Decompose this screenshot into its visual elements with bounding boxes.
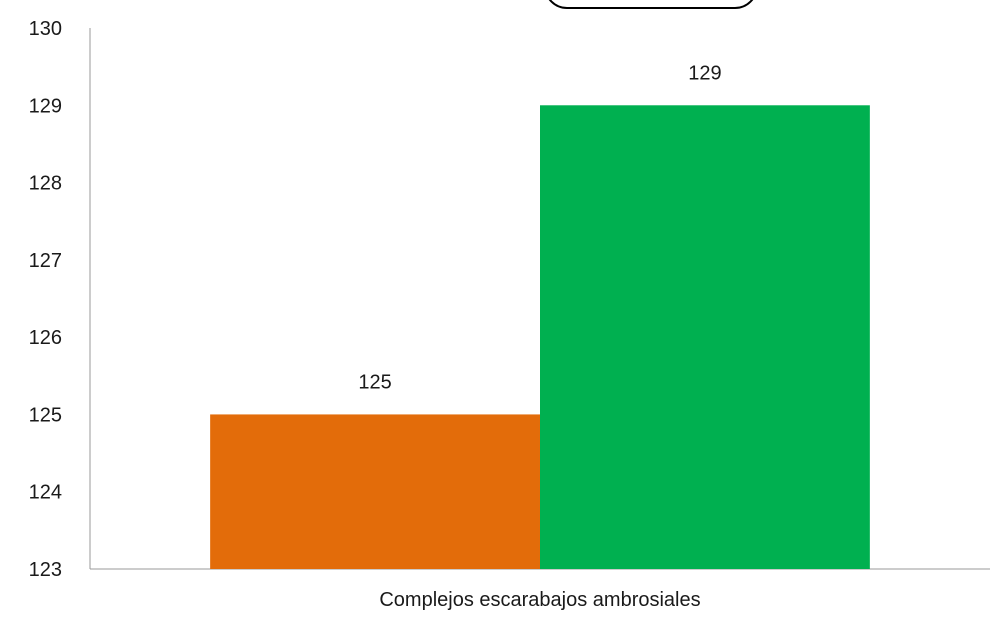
y-tick-labels: 123 124 125 126 127 128 129 130 xyxy=(29,18,62,581)
category-label: Complejos escarabajos ambrosiales xyxy=(379,589,700,611)
data-label: 129 xyxy=(688,62,721,84)
bar xyxy=(210,414,540,569)
y-tick-label: 127 xyxy=(29,250,62,272)
y-tick-label: 126 xyxy=(29,327,62,349)
legend-box xyxy=(548,0,754,9)
y-tick-label: 125 xyxy=(29,404,62,426)
y-tick-label: 123 xyxy=(29,559,62,581)
data-labels: 125 129 xyxy=(358,62,721,393)
data-label: 125 xyxy=(358,371,391,393)
bars xyxy=(210,105,870,570)
y-tick-label: 128 xyxy=(29,173,62,195)
bar xyxy=(540,105,870,570)
y-tick-label: 130 xyxy=(29,18,62,40)
y-tick-label: 129 xyxy=(29,95,62,117)
y-tick-label: 124 xyxy=(29,482,62,504)
